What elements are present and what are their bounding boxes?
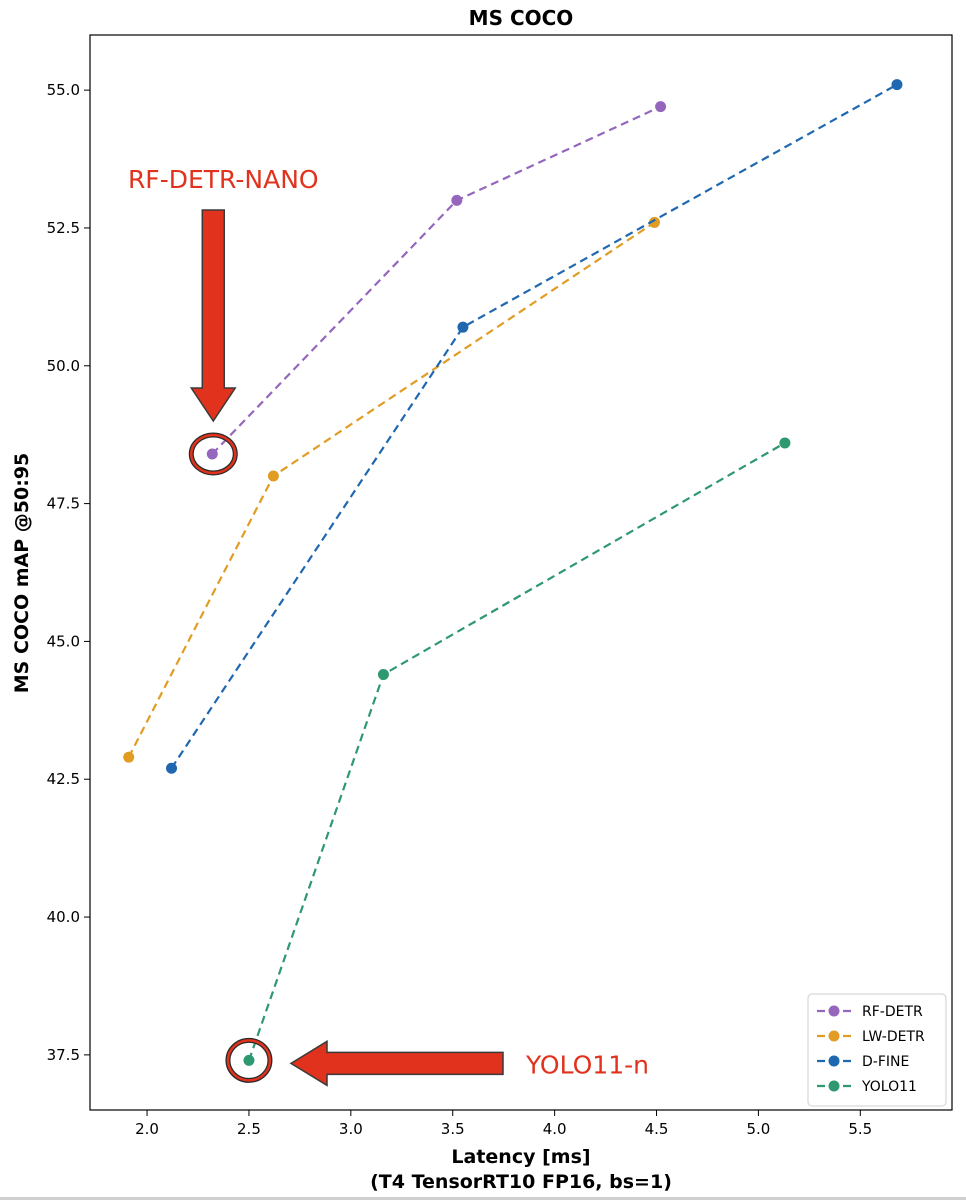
x-tick-label: 5.5 <box>848 1120 872 1138</box>
x-tick-label: 2.0 <box>135 1120 159 1138</box>
data-point-d-fine <box>457 321 469 333</box>
legend-label-lw-detr: LW-DETR <box>862 1029 925 1045</box>
data-point-rf-detr <box>655 101 667 113</box>
x-tick-label: 4.0 <box>543 1120 567 1138</box>
highlight-circle-yolo11-n-inner <box>226 1039 272 1082</box>
data-point-d-fine <box>166 762 178 774</box>
highlight-circle-rf-detr-nano-inner <box>190 433 237 475</box>
x-tick-label: 3.5 <box>441 1120 465 1138</box>
data-point-yolo11 <box>779 437 791 449</box>
legend: RF-DETR LW-DETR D-FINE YOLO11 <box>807 993 947 1107</box>
legend-swatch-marker-yolo11 <box>828 1080 840 1092</box>
x-tick-label: 4.5 <box>645 1120 669 1138</box>
legend-label-d-fine: D-FINE <box>862 1054 909 1070</box>
data-point-lw-detr <box>123 751 135 763</box>
legend-label-yolo11: YOLO11 <box>861 1079 917 1095</box>
x-tick-label: 3.0 <box>339 1120 363 1138</box>
y-tick-label: 55.0 <box>47 81 80 99</box>
y-tick-label: 50.0 <box>47 357 80 375</box>
data-point-lw-detr <box>648 216 660 228</box>
data-point-rf-detr <box>451 194 463 206</box>
legend-swatch-marker-lw-detr <box>828 1030 840 1042</box>
y-tick-label: 45.0 <box>47 632 80 650</box>
data-point-yolo11 <box>377 668 389 680</box>
legend-box <box>807 993 947 1107</box>
data-point-lw-detr <box>267 470 279 482</box>
y-tick-label: 40.0 <box>47 908 80 926</box>
data-point-d-fine <box>891 79 903 91</box>
x-tick-label: 2.5 <box>237 1120 261 1138</box>
arrow-down-icon <box>189 209 237 423</box>
series-line-yolo11 <box>247 441 786 1061</box>
y-tick-label: 47.5 <box>47 495 80 513</box>
annotation-rf-detr-nano: RF-DETR-NANO <box>128 165 319 194</box>
y-tick-label: 42.5 <box>47 770 80 788</box>
plot-frame <box>89 34 953 1111</box>
data-point-yolo11 <box>243 1054 255 1066</box>
data-point-rf-detr <box>206 448 218 460</box>
y-axis-label: MS COCO mAP @50:95 <box>11 453 33 694</box>
series-line-d-fine <box>170 83 898 769</box>
x-axis-sublabel: (T4 TensorRT10 FP16, bs=1) <box>370 1171 672 1193</box>
arrow-left-icon <box>289 1040 504 1087</box>
legend-swatch-marker-d-fine <box>828 1055 840 1067</box>
x-axis-label: Latency [ms] <box>451 1146 590 1168</box>
x-tick-label: 5.0 <box>746 1120 770 1138</box>
y-tick-label: 52.5 <box>47 219 80 237</box>
legend-swatch-marker-rf-detr <box>828 1005 840 1017</box>
series-line-rf-detr <box>211 105 662 455</box>
bottom-divider <box>0 1197 966 1200</box>
annotation-yolo11-n: YOLO11-n <box>525 1050 649 1079</box>
legend-label-rf-detr: RF-DETR <box>862 1004 923 1020</box>
chart-title: MS COCO <box>469 6 574 30</box>
y-tick-label: 37.5 <box>47 1046 80 1064</box>
